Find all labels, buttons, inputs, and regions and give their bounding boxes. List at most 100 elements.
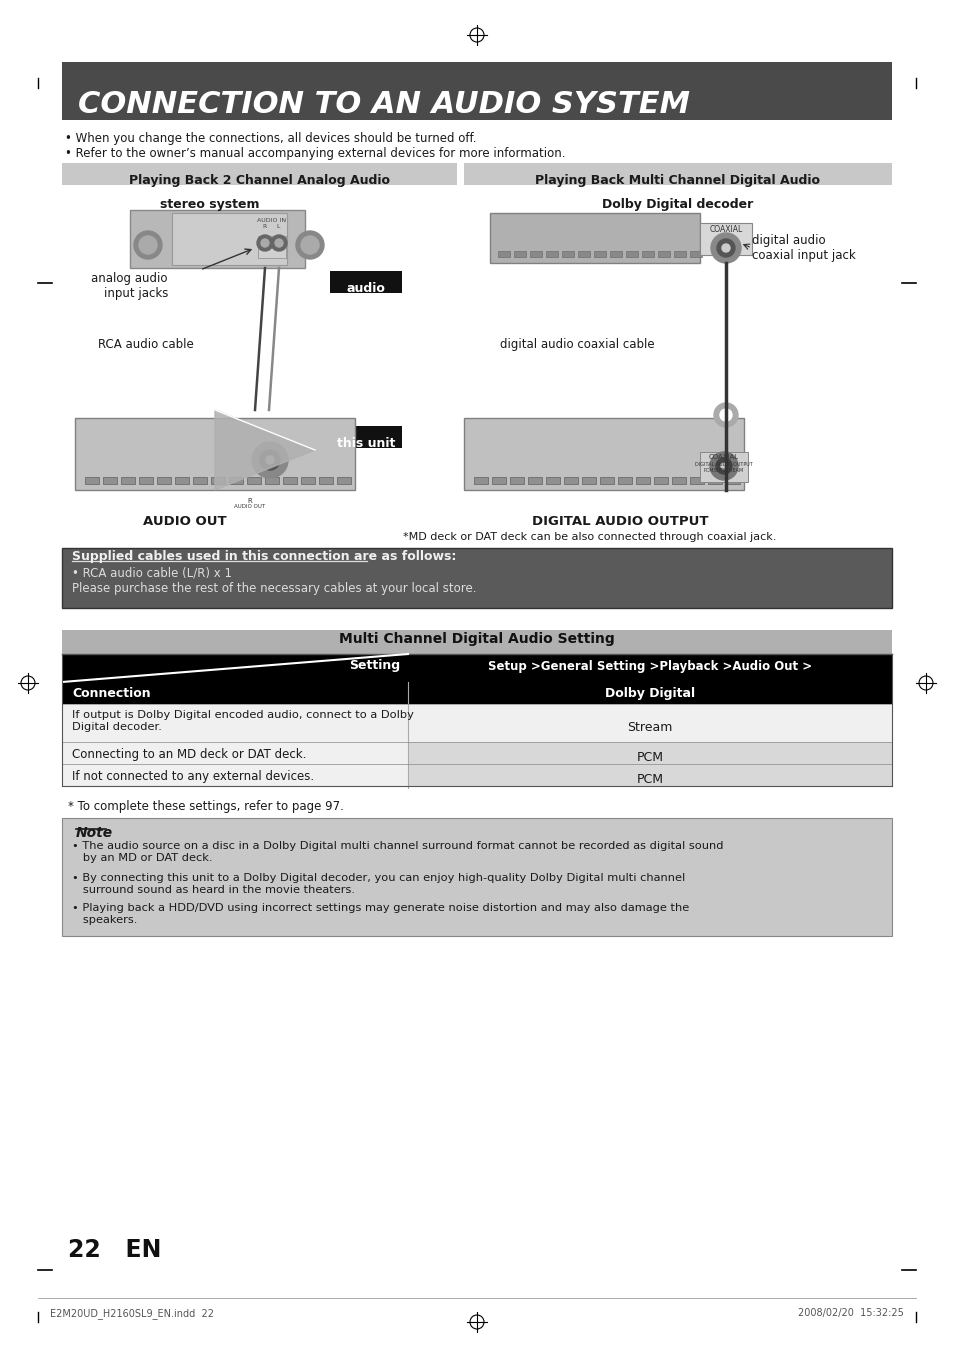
Bar [545,477,559,484]
Text: • Refer to the owner’s manual accompanying external devices for more information: • Refer to the owner’s manual accompanyi… [65,147,565,159]
Bar [463,417,743,490]
Text: AUDIO IN: AUDIO IN [257,218,286,223]
Bar [578,251,589,257]
Text: • The audio source on a disc in a Dolby Digital multi channel surround format ca: • The audio source on a disc in a Dolby … [71,842,722,862]
Text: DIGITAL AUDIO OUTPUT: DIGITAL AUDIO OUTPUT [531,515,707,528]
Bar [62,742,408,765]
Bar [545,251,558,257]
Bar [463,163,891,185]
Bar [211,477,225,484]
Bar [172,213,287,265]
Text: COAXIAL: COAXIAL [708,454,739,459]
Bar [530,251,541,257]
Text: *MD deck or DAT deck can be also connected through coaxial jack.: *MD deck or DAT deck can be also connect… [403,532,776,542]
Bar [581,477,596,484]
Text: • Playing back a HDD/DVD using incorrect settings may generate noise distortion : • Playing back a HDD/DVD using incorrect… [71,902,688,924]
Text: If output is Dolby Digital encoded audio, connect to a Dolby
Digital decoder.: If output is Dolby Digital encoded audio… [71,711,414,732]
Bar [514,251,525,257]
Circle shape [256,235,273,251]
Circle shape [133,231,162,259]
Bar [62,704,408,742]
Circle shape [717,239,734,257]
Circle shape [139,236,157,254]
Bar [707,477,721,484]
Bar [62,765,408,786]
Bar [62,817,891,936]
Text: digital audio
coaxial input jack: digital audio coaxial input jack [751,234,855,262]
Text: PCM: PCM [636,773,662,786]
Bar [301,477,314,484]
Bar [490,213,700,263]
Bar [594,251,605,257]
Text: PCM/BITSTREAM: PCM/BITSTREAM [703,467,743,473]
Circle shape [716,458,731,474]
Circle shape [274,239,283,247]
Bar [265,477,278,484]
Bar [492,477,505,484]
Bar [700,453,747,482]
Bar [283,477,296,484]
Circle shape [720,463,726,469]
Bar [62,630,891,654]
Text: RCA audio cable: RCA audio cable [98,338,193,351]
Text: • By connecting this unit to a Dolby Digital decoder, you can enjoy high-quality: • By connecting this unit to a Dolby Dig… [71,873,684,894]
Bar [599,477,614,484]
Bar [527,477,541,484]
Bar [85,477,99,484]
Bar [725,477,740,484]
Bar [103,477,117,484]
Text: DIGITAL AUDIO OUTPUT: DIGITAL AUDIO OUTPUT [695,462,752,467]
Bar [408,704,891,742]
Bar [318,477,333,484]
Text: AUDIO OUT: AUDIO OUT [234,504,265,509]
Bar [673,251,685,257]
Bar [497,251,510,257]
Text: Please purchase the rest of the necessary cables at your local store.: Please purchase the rest of the necessar… [71,582,476,594]
Circle shape [261,239,269,247]
Bar [75,417,355,490]
Bar [62,654,891,682]
Bar [157,477,171,484]
Circle shape [721,245,729,253]
Text: If not connected to any external devices.: If not connected to any external devices… [71,770,314,784]
Text: this unit: this unit [336,436,395,450]
Bar [658,251,669,257]
Text: • RCA audio cable (L/R) x 1: • RCA audio cable (L/R) x 1 [71,566,232,580]
Text: CONNECTION TO AN AUDIO SYSTEM: CONNECTION TO AN AUDIO SYSTEM [78,91,689,119]
Bar [330,426,401,449]
Bar [474,477,488,484]
Bar [609,251,621,257]
Text: 22   EN: 22 EN [68,1238,161,1262]
Bar [636,477,649,484]
Text: Supplied cables used in this connection are as follows:: Supplied cables used in this connection … [71,550,456,563]
Polygon shape [214,409,314,490]
Text: R: R [263,224,267,230]
Bar [561,251,574,257]
Circle shape [266,457,274,463]
Circle shape [713,403,738,427]
Text: Dolby Digital: Dolby Digital [604,688,695,700]
Circle shape [260,450,280,470]
Circle shape [295,231,324,259]
Text: E2M20UD_H2160SL9_EN.indd  22: E2M20UD_H2160SL9_EN.indd 22 [50,1308,213,1319]
Text: Multi Channel Digital Audio Setting: Multi Channel Digital Audio Setting [338,632,615,646]
Circle shape [720,409,731,422]
Bar [641,251,654,257]
Text: Setup >General Setting >Playback >Audio Out >: Setup >General Setting >Playback >Audio … [487,661,811,673]
Circle shape [271,235,287,251]
Text: Stream: Stream [627,721,672,734]
Bar [62,163,456,185]
Text: * To complete these settings, refer to page 97.: * To complete these settings, refer to p… [68,800,343,813]
Text: audio: audio [346,282,385,295]
Bar [121,477,135,484]
Bar [130,209,305,267]
Bar [408,765,891,786]
Bar [700,223,751,255]
Circle shape [301,236,318,254]
Bar [62,682,408,704]
Bar [689,251,701,257]
Bar [330,272,401,293]
Circle shape [709,453,738,480]
Bar [62,549,891,608]
Bar [618,477,631,484]
